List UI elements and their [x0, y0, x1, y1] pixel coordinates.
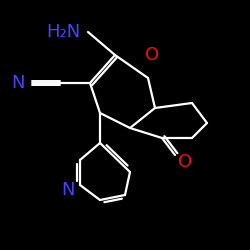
Text: H₂N: H₂N — [46, 23, 80, 41]
Text: O: O — [178, 153, 192, 171]
Text: N: N — [61, 181, 75, 199]
Text: N: N — [11, 74, 25, 92]
Text: O: O — [145, 46, 159, 64]
